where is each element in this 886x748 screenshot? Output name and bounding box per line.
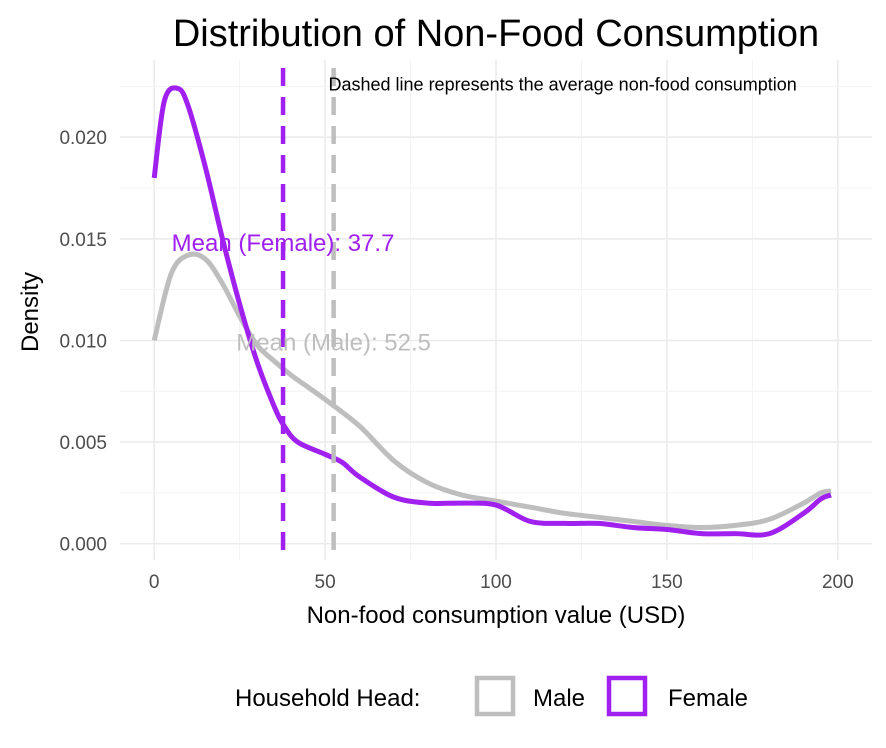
x-tick-label: 200 bbox=[822, 572, 854, 593]
chart-title: Distribution of Non-Food Consumption bbox=[173, 13, 819, 55]
y-tick-label: 0.010 bbox=[59, 331, 107, 352]
mean-label-male: Mean (Male): 52.5 bbox=[236, 330, 431, 357]
mean-note: Dashed line represents the average non-f… bbox=[329, 75, 797, 95]
y-tick-label: 0.000 bbox=[59, 535, 107, 556]
mean-label-female: Mean (Female): 37.7 bbox=[172, 230, 395, 257]
y-tick-label: 0.020 bbox=[59, 128, 107, 149]
x-tick-label: 0 bbox=[149, 572, 160, 593]
y-tick-label: 0.005 bbox=[59, 433, 107, 454]
plot-panel bbox=[151, 68, 832, 560]
x-tick-label: 50 bbox=[315, 572, 336, 593]
grid-lines bbox=[120, 60, 872, 560]
y-axis-title: Density bbox=[17, 272, 44, 352]
legend-key-female bbox=[606, 675, 648, 717]
annotations: Mean (Male): 52.5 Mean (Female): 37.7 Dash… bbox=[172, 75, 797, 357]
legend-key-male bbox=[474, 675, 516, 717]
x-tick-label: 100 bbox=[480, 572, 512, 593]
x-axis-title: Non-food consumption value (USD) bbox=[307, 602, 686, 629]
x-tick-label: 150 bbox=[651, 572, 683, 593]
legend-title: Household Head: bbox=[235, 685, 420, 712]
legend: Household Head: Male Female bbox=[235, 675, 748, 717]
y-axis: 0.000 0.005 0.010 0.015 0.020 bbox=[59, 128, 107, 556]
x-axis: 0 50 100 150 200 bbox=[149, 572, 854, 593]
legend-label-female: Female bbox=[668, 685, 748, 712]
legend-label-male: Male bbox=[533, 685, 585, 712]
density-line-male bbox=[151, 251, 832, 530]
density-line-female bbox=[151, 85, 832, 538]
y-tick-label: 0.015 bbox=[59, 230, 107, 251]
